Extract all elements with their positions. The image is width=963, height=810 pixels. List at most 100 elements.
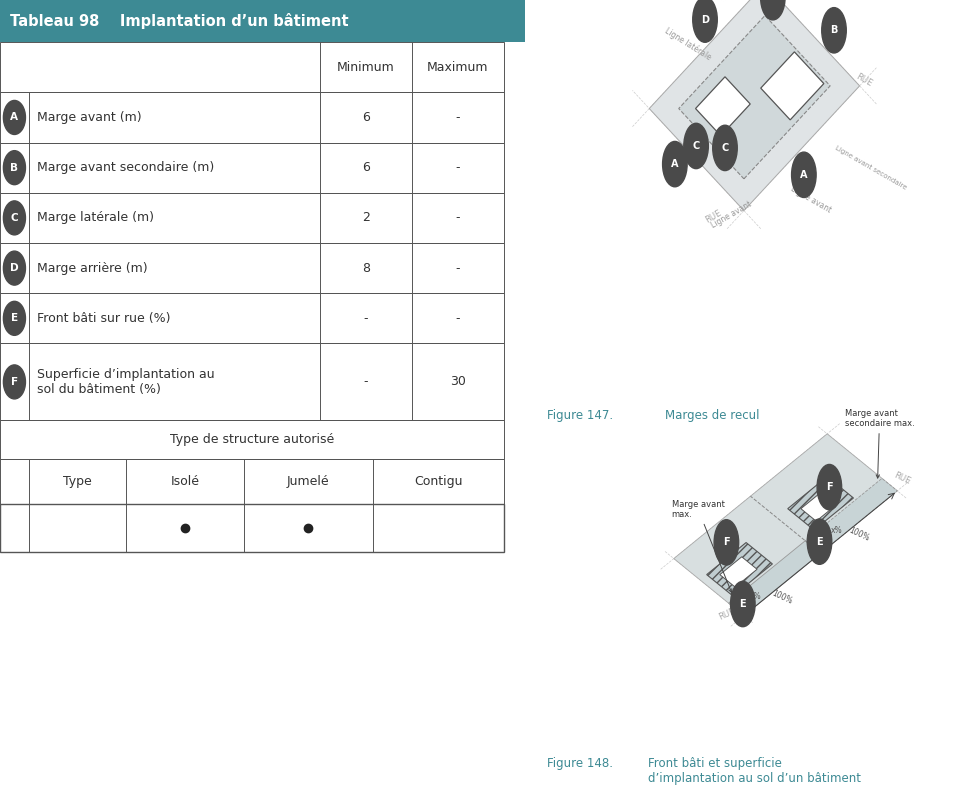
Bar [0, 143, 504, 193]
Polygon shape [805, 479, 898, 553]
Circle shape [684, 123, 709, 168]
Text: 6: 6 [362, 111, 370, 124]
Text: F: F [11, 377, 18, 387]
Text: x%: x% [830, 526, 842, 535]
Text: -: - [455, 262, 460, 275]
Text: F: F [826, 482, 833, 492]
Text: RUE: RUE [892, 471, 911, 486]
Text: Maximum: Maximum [428, 61, 488, 74]
Circle shape [663, 142, 688, 187]
Text: Ligne avant: Ligne avant [710, 200, 753, 230]
Polygon shape [788, 476, 853, 530]
Polygon shape [719, 556, 757, 587]
Text: Marge avant (m): Marge avant (m) [37, 111, 142, 124]
Text: Type: Type [63, 475, 91, 488]
Text: Marge avant secondaire (m): Marge avant secondaire (m) [37, 161, 214, 174]
Circle shape [4, 301, 25, 335]
Text: Ligne avant: Ligne avant [789, 184, 832, 215]
Text: Contigu: Contigu [414, 475, 462, 488]
Text: Marge avant
secondaire max.: Marge avant secondaire max. [845, 409, 915, 478]
Text: 6: 6 [362, 161, 370, 174]
Text: Ligne avant secondaire: Ligne avant secondaire [834, 145, 907, 190]
Text: B: B [830, 25, 838, 36]
Text: -: - [455, 312, 460, 325]
Text: D: D [11, 263, 18, 273]
Text: Jumelé: Jumelé [287, 475, 329, 488]
Text: E: E [11, 313, 18, 323]
Text: Minimum: Minimum [337, 61, 395, 74]
Text: 30: 30 [450, 375, 466, 389]
Polygon shape [729, 541, 820, 616]
Text: Figure 148.: Figure 148. [547, 757, 612, 770]
Text: Marges de recul: Marges de recul [665, 409, 760, 422]
Text: -: - [364, 375, 368, 389]
Text: Figure 147.: Figure 147. [547, 409, 612, 422]
Text: C: C [721, 143, 729, 153]
Text: A: A [11, 113, 18, 122]
Polygon shape [674, 434, 898, 616]
Text: Tableau 98    Implantation d’un bâtiment: Tableau 98 Implantation d’un bâtiment [11, 13, 350, 29]
Circle shape [4, 251, 25, 285]
Text: Marge avant
max.: Marge avant max. [671, 500, 732, 592]
Text: D: D [768, 0, 777, 2]
Text: Isolé: Isolé [170, 475, 199, 488]
Circle shape [713, 126, 738, 171]
Polygon shape [707, 543, 772, 596]
Text: C: C [692, 141, 700, 151]
Circle shape [4, 151, 25, 185]
Text: x%: x% [749, 591, 761, 601]
Polygon shape [679, 15, 830, 179]
Polygon shape [695, 77, 750, 136]
Text: Marge latérale (m): Marge latérale (m) [37, 211, 154, 224]
Circle shape [761, 0, 785, 20]
Text: Front bâti et superficie
d’implantation au sol d’un bâtiment: Front bâti et superficie d’implantation … [647, 757, 861, 786]
Text: Front bâti sur rue (%): Front bâti sur rue (%) [37, 312, 170, 325]
Circle shape [807, 519, 832, 565]
Bar [0, 293, 504, 343]
Text: Type de structure autorisé: Type de structure autorisé [169, 433, 334, 446]
FancyBboxPatch shape [0, 0, 525, 42]
Bar [0, 243, 504, 293]
Text: D: D [701, 15, 709, 24]
Text: A: A [800, 170, 808, 180]
Circle shape [692, 0, 717, 42]
Circle shape [4, 365, 25, 399]
Text: -: - [455, 211, 460, 224]
Text: F: F [723, 537, 730, 548]
Text: RUE: RUE [703, 208, 722, 225]
Text: -: - [364, 312, 368, 325]
Polygon shape [801, 491, 838, 521]
Bar [0, 504, 504, 552]
Text: 8: 8 [362, 262, 370, 275]
Text: -: - [455, 161, 460, 174]
Text: Ligne latérale: Ligne latérale [718, 0, 769, 2]
Bar [0, 42, 504, 92]
Circle shape [4, 201, 25, 235]
Text: A: A [671, 159, 679, 169]
Bar [0, 343, 504, 420]
Text: Marge arrière (m): Marge arrière (m) [37, 262, 147, 275]
Circle shape [817, 464, 842, 509]
Polygon shape [761, 52, 823, 120]
Text: Ligne latérale: Ligne latérale [664, 27, 713, 62]
Circle shape [821, 7, 846, 53]
Text: 100%: 100% [770, 588, 794, 606]
Circle shape [4, 100, 25, 134]
Circle shape [715, 520, 739, 565]
Circle shape [731, 582, 755, 627]
Text: 100%: 100% [846, 526, 871, 544]
Text: B: B [11, 163, 18, 173]
Text: C: C [11, 213, 18, 223]
Bar [0, 193, 504, 243]
Polygon shape [649, 0, 860, 211]
Text: E: E [817, 537, 822, 547]
Bar [0, 459, 504, 504]
Text: -: - [455, 111, 460, 124]
Text: E: E [740, 599, 746, 609]
Circle shape [792, 152, 816, 198]
Text: 2: 2 [362, 211, 370, 224]
Text: RUE: RUE [854, 72, 874, 88]
Bar [0, 420, 504, 459]
Bar [0, 92, 504, 143]
Text: Superficie d’implantation au
sol du bâtiment (%): Superficie d’implantation au sol du bâti… [37, 368, 215, 396]
